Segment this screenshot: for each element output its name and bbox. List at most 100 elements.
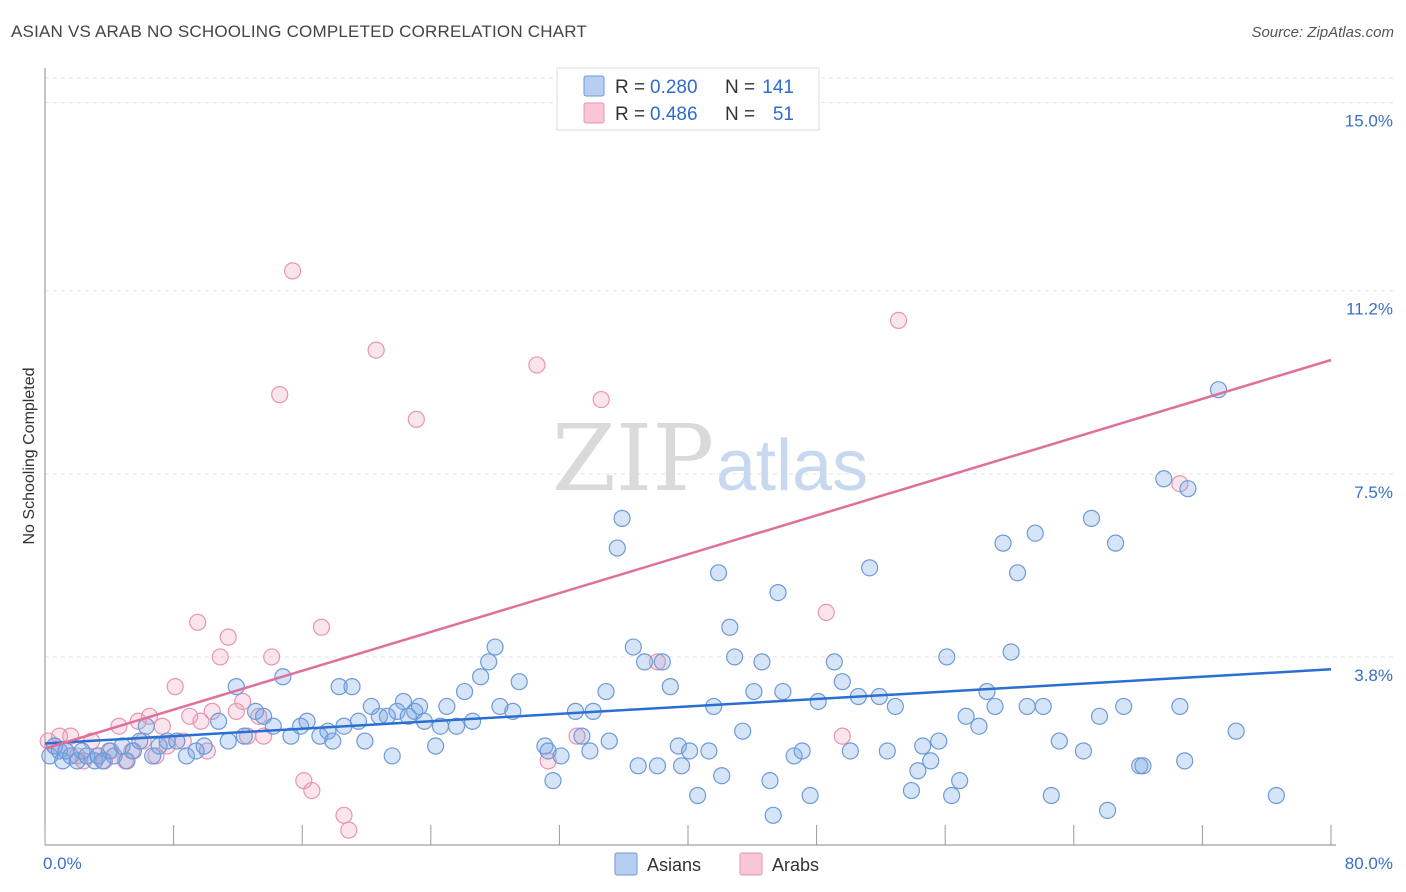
legend-top: R = 0.280 N = 141 R = 0.486 N = 51 <box>556 67 820 131</box>
asian-point <box>356 732 374 750</box>
asian-point <box>324 732 342 750</box>
asian-point <box>1082 509 1101 527</box>
asian-point <box>669 737 687 755</box>
arab-trend-line <box>44 358 1332 750</box>
asian-point <box>613 509 631 527</box>
asian-point <box>1008 564 1027 582</box>
legend-bottom-asian-label: Asians <box>647 855 701 875</box>
legend-asian-n-value: 141 <box>762 77 794 98</box>
asian-point <box>94 752 112 770</box>
arab-point <box>189 613 207 631</box>
watermark-zip: ZIP <box>552 405 714 512</box>
asian-point <box>1115 697 1133 716</box>
asian-point <box>330 678 348 696</box>
asian-point <box>970 717 988 735</box>
asian-point <box>1176 752 1194 770</box>
asian-point <box>709 564 728 582</box>
arab-point <box>568 727 586 745</box>
arab-point <box>889 311 908 330</box>
legend-asian-n-label: N = <box>725 77 755 98</box>
asian-point <box>825 653 843 671</box>
arab-point <box>227 702 245 720</box>
asian-point <box>597 682 615 701</box>
asian-point <box>635 653 654 671</box>
arab-point <box>528 356 546 374</box>
asian-point <box>957 707 975 725</box>
legend-bottom-asian-swatch <box>614 852 638 876</box>
arab-point <box>192 712 210 730</box>
asian-point <box>661 678 679 696</box>
asian-point <box>544 772 562 790</box>
asian-point <box>1034 697 1052 716</box>
x-axis-ticks <box>44 825 1332 845</box>
asian-point <box>455 682 474 701</box>
legend-arab-swatch <box>583 102 605 124</box>
arab-point <box>648 653 667 671</box>
y-tick-labels: 3.8% 7.5% 11.2% 15.0% <box>1345 112 1393 685</box>
asian-point <box>726 648 744 666</box>
arab-point <box>335 806 353 824</box>
asian-point <box>447 717 466 735</box>
x-tick-label-min: 0.0% <box>43 854 82 873</box>
arab-point <box>250 707 268 725</box>
legend-arab-n-label: N = <box>725 104 755 125</box>
asian-point <box>653 653 671 671</box>
asian-point <box>994 534 1012 552</box>
asian-point <box>761 772 779 790</box>
arab-point <box>211 648 229 666</box>
y-tick-label: 3.8% <box>1354 666 1393 685</box>
asian-point <box>1106 534 1125 552</box>
asian-point <box>943 786 961 805</box>
asian-point <box>1026 524 1044 542</box>
asian-point <box>914 737 932 755</box>
asian-point <box>1179 480 1197 498</box>
asian-point <box>552 747 570 765</box>
asian-point <box>388 702 406 720</box>
asian-point <box>902 781 921 800</box>
y-tick-label: 15.0% <box>1345 112 1393 131</box>
asian-point <box>753 653 771 671</box>
source-label: Source: ZipAtlas.com <box>1251 24 1394 41</box>
y-axis-label: No Schooling Completed <box>21 368 38 545</box>
asian-point <box>539 742 557 760</box>
asian-point <box>700 742 718 760</box>
asian-point <box>861 559 879 577</box>
asian-point <box>1074 742 1093 760</box>
arab-point <box>263 648 281 666</box>
asian-point <box>472 668 490 686</box>
asian-point <box>608 539 626 557</box>
legend-arab-r-label: R = <box>615 104 645 125</box>
asian-point <box>672 757 691 775</box>
asian-point <box>144 747 162 765</box>
asian-point <box>68 752 86 770</box>
asian-point <box>343 678 361 696</box>
asian-point <box>878 742 896 760</box>
legend-bottom-arab-swatch <box>739 852 763 876</box>
asian-point <box>721 618 739 636</box>
asian-point <box>1134 757 1152 775</box>
asian-point <box>886 697 904 716</box>
asian-point <box>491 697 509 716</box>
asian-trend-line <box>44 668 1332 745</box>
asian-point <box>100 742 118 760</box>
asian-point <box>801 786 819 805</box>
asian-point <box>1098 801 1117 819</box>
asian-point <box>1227 722 1245 740</box>
asian-point <box>769 583 787 602</box>
asian-point <box>1002 643 1020 661</box>
arab-point <box>181 707 199 725</box>
asian-point <box>624 638 642 656</box>
asian-point <box>131 732 149 750</box>
arab-point <box>203 702 221 720</box>
chart-title: ASIAN VS ARAB NO SCHOOLING COMPLETED COR… <box>11 22 587 41</box>
y-tick-label: 11.2% <box>1346 300 1393 319</box>
asian-point <box>73 742 91 760</box>
asian-point <box>486 638 504 656</box>
y-tick-label: 7.5% <box>1354 483 1393 502</box>
arab-point <box>283 262 302 280</box>
asian-point <box>383 747 401 765</box>
asian-point <box>219 732 237 750</box>
asian-point <box>1018 697 1036 716</box>
asian-point <box>600 732 618 750</box>
